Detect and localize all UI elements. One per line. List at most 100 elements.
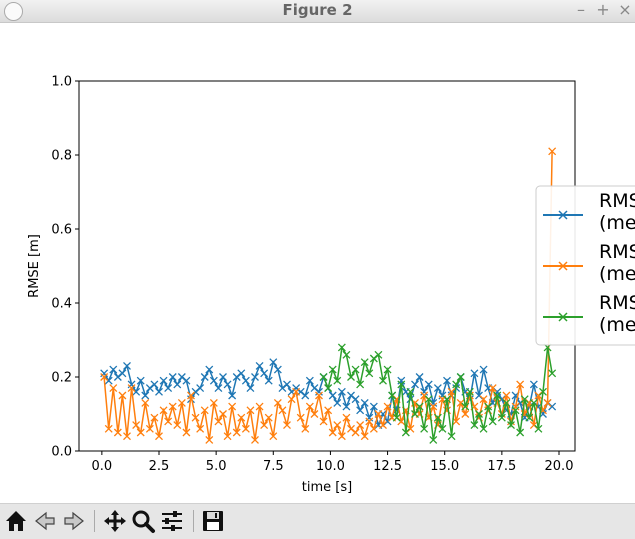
- data-point: [150, 413, 159, 422]
- data-point: [123, 361, 131, 370]
- data-point: [255, 402, 264, 411]
- data-point: [310, 410, 319, 418]
- plot-area: [79, 81, 575, 451]
- data-point: [452, 380, 461, 389]
- data-point: [456, 373, 465, 381]
- data-point: [315, 391, 323, 400]
- x-tick-label: 7.5: [263, 459, 284, 474]
- data-point: [356, 421, 365, 430]
- data-point: [365, 417, 374, 426]
- y-axis-label: RMSE [m]: [27, 234, 42, 298]
- data-point: [479, 395, 488, 404]
- save-icon[interactable]: [200, 508, 226, 534]
- line-chart: 0.0 2.5 5.0 7.5 10.0 12.5 15.0 17.5 20.0 0.0 0.2 0.…: [27, 75, 635, 495]
- data-point: [315, 387, 323, 396]
- data-point: [205, 435, 214, 444]
- back-icon[interactable]: [32, 508, 58, 534]
- close-button[interactable]: ×: [618, 0, 632, 19]
- data-point: [100, 369, 109, 378]
- figure-canvas[interactable]: 0.0 2.5 5.0 7.5 10.0 12.5 15.0 17.5 20.0 0.0 0.2 0.…: [0, 23, 635, 503]
- data-point: [246, 384, 255, 393]
- pan-icon[interactable]: [102, 508, 128, 534]
- data-point: [484, 402, 493, 411]
- data-point: [548, 147, 557, 156]
- forward-icon[interactable]: [61, 508, 87, 534]
- data-point: [324, 384, 333, 393]
- data-point: [145, 424, 154, 433]
- data-point: [173, 380, 182, 389]
- data-point: [296, 413, 305, 422]
- data-point: [255, 361, 264, 370]
- data-point: [337, 432, 346, 441]
- data-point: [136, 376, 145, 385]
- data-point: [260, 369, 269, 378]
- series-group: [100, 147, 557, 444]
- data-point: [488, 417, 497, 426]
- data-point: [488, 384, 497, 393]
- maximize-button[interactable]: +: [596, 0, 610, 19]
- data-point: [479, 424, 488, 433]
- data-point: [351, 428, 360, 437]
- data-point: [292, 387, 301, 396]
- data-point: [251, 435, 259, 444]
- data-point: [214, 384, 223, 393]
- data-point: [529, 380, 538, 389]
- navigation-toolbar: [0, 503, 635, 539]
- y-tick-label: 0.4: [51, 297, 72, 312]
- data-point: [365, 413, 374, 422]
- data-point: [415, 373, 424, 381]
- data-point: [525, 413, 534, 422]
- data-point: [351, 395, 360, 404]
- zoom-icon[interactable]: [130, 508, 156, 534]
- data-point: [196, 384, 205, 393]
- data-point: [191, 413, 200, 422]
- data-point: [360, 358, 369, 367]
- data-point: [447, 387, 456, 396]
- data-point: [520, 395, 529, 404]
- data-point: [411, 410, 419, 418]
- x-tick-label: 2.5: [149, 459, 170, 474]
- data-point: [246, 406, 255, 415]
- minimize-button[interactable]: –: [577, 0, 585, 19]
- data-point: [155, 387, 163, 396]
- data-point: [301, 391, 310, 400]
- data-point: [228, 402, 237, 411]
- y-tick-label: 0.0: [51, 445, 72, 460]
- data-point: [479, 365, 488, 374]
- data-point: [406, 387, 415, 396]
- data-point: [278, 406, 287, 415]
- data-point: [141, 391, 150, 400]
- data-point: [109, 384, 118, 393]
- legend-label: RMS: [599, 292, 635, 314]
- data-point: [360, 432, 369, 441]
- data-point: [433, 384, 442, 393]
- legend-label: RMS: [599, 241, 635, 263]
- data-point: [241, 376, 250, 385]
- configure-subplots-icon[interactable]: [159, 508, 185, 534]
- data-point: [461, 410, 470, 418]
- data-point: [470, 369, 479, 378]
- y-tick-label: 0.6: [51, 223, 72, 238]
- legend-marker-1: [558, 210, 568, 220]
- data-point: [475, 410, 483, 418]
- data-point: [228, 391, 237, 400]
- data-point: [159, 376, 168, 385]
- data-point: [337, 343, 346, 352]
- data-point: [347, 373, 355, 381]
- data-point: [283, 421, 291, 430]
- data-point: [511, 402, 520, 411]
- data-point: [319, 417, 328, 426]
- data-point: [374, 350, 383, 359]
- data-point: [529, 398, 538, 407]
- data-point: [447, 432, 456, 441]
- data-point: [433, 413, 442, 422]
- home-icon[interactable]: [3, 508, 29, 534]
- data-point: [182, 428, 191, 437]
- data-point: [443, 376, 451, 385]
- window-title: Figure 2: [282, 1, 353, 19]
- data-point: [164, 417, 173, 426]
- y-tick-label: 1.0: [51, 75, 72, 90]
- data-point: [104, 424, 113, 433]
- data-point: [182, 376, 191, 385]
- data-point: [223, 432, 232, 441]
